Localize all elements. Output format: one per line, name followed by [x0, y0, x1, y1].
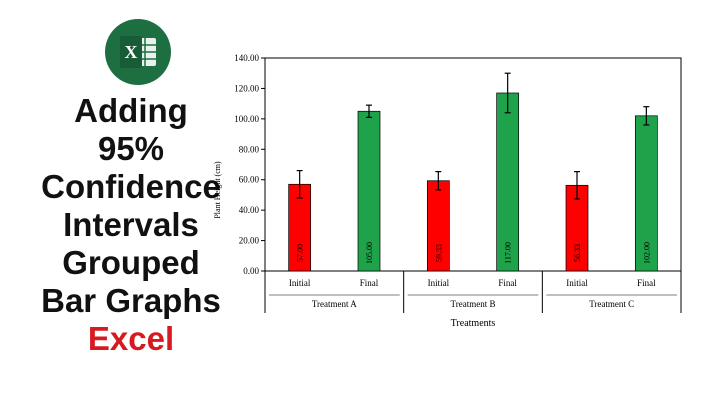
- y-tick-label: 0.00: [243, 266, 259, 276]
- grouped-bar-chart: 0.00 20.00 40.00 60.00 80.00 100.00 120.00 140.…: [213, 53, 682, 329]
- headline-accent: Excel: [87, 320, 175, 357]
- category-label: Final: [637, 278, 656, 288]
- excel-logo-letter: X: [125, 42, 138, 62]
- category-label: Final: [360, 278, 379, 288]
- y-tick-label: 40.00: [239, 205, 260, 215]
- group-label: Treatment B: [451, 299, 496, 309]
- data-label: 57.00: [296, 244, 305, 262]
- data-label: 59.33: [434, 244, 443, 262]
- headline-line-2: 95%: [97, 130, 165, 167]
- chart-axes: [261, 57, 682, 313]
- data-label: 102.00: [642, 242, 651, 264]
- y-tick-label: 120.00: [234, 83, 259, 93]
- y-axis-title: Plant Height (cm): [213, 161, 222, 219]
- category-label: Initial: [428, 278, 450, 288]
- group-label: Treatment A: [312, 299, 357, 309]
- headline-line-5: Grouped: [62, 244, 200, 281]
- category-label: Final: [498, 278, 517, 288]
- headline: Adding 95% Confidence Intervals Grouped …: [0, 92, 262, 358]
- headline-line-3: Confidence: [41, 168, 221, 205]
- excel-logo: X: [104, 18, 172, 86]
- chart-bars: [288, 92, 658, 272]
- chart-labels: 0.00 20.00 40.00 60.00 80.00 100.00 120.00 140.…: [234, 53, 656, 309]
- y-tick-label: 20.00: [239, 236, 260, 246]
- x-axis-title: Treatments: [451, 318, 496, 329]
- y-tick-label: 80.00: [239, 144, 260, 154]
- plot-frame: [264, 57, 682, 272]
- excel-icon: X: [105, 19, 171, 85]
- headline-line-6: Bar Graphs: [41, 282, 221, 319]
- data-label: 56.33: [573, 244, 582, 262]
- category-label: Initial: [289, 278, 311, 288]
- y-tick-label: 100.00: [234, 114, 259, 124]
- data-label: 105.00: [365, 242, 374, 264]
- group-label: Treatment C: [589, 299, 634, 309]
- chart-error-bars: [296, 72, 650, 200]
- category-label: Initial: [566, 278, 588, 288]
- y-tick-label: 60.00: [239, 175, 260, 185]
- y-tick-label: 140.00: [234, 53, 259, 63]
- headline-line-4: Intervals: [63, 206, 199, 243]
- data-label: 117.00: [504, 242, 513, 264]
- headline-line-1: Adding: [74, 92, 188, 129]
